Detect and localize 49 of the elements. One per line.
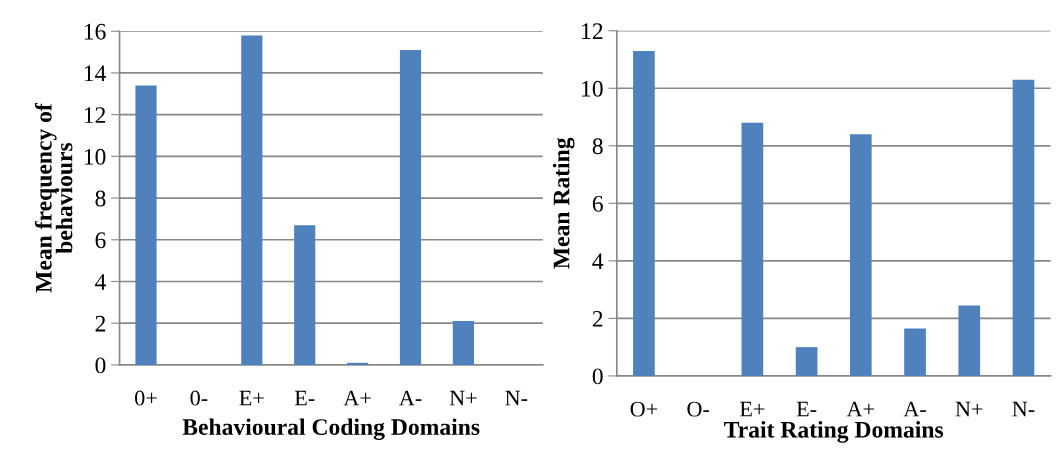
y-tick-label: 8 [95,190,106,207]
bar [294,225,316,365]
x-tick-label: N- [505,390,528,406]
bar [452,321,474,365]
y-tick-label: 14 [84,65,106,82]
x-tick-label: E+ [739,401,765,417]
y-tick-label: 2 [95,315,106,332]
bar [633,50,655,376]
bar [741,122,764,376]
x-tick-label: 0+ [135,390,157,406]
x-tick-label: O+ [630,401,658,417]
bar [849,134,872,376]
y-tick-label: 16 [84,23,106,40]
x-tick-label: N+ [955,401,983,417]
x-tick-label: A- [903,401,926,417]
bar [795,347,818,376]
bar [241,35,263,365]
y-tick-label: 12 [582,23,603,39]
y-tick-label: 10 [582,80,603,97]
x-tick-label: A+ [343,390,371,406]
y-tick-label: 4 [592,253,604,270]
x-tick-label: N- [1012,401,1035,417]
x-tick-label: N+ [449,390,477,406]
bar [904,328,926,376]
bar [1012,79,1035,376]
y-tick-label: 10 [84,148,106,165]
x-axis-title: Behavioural Coding Domains [182,418,480,440]
y-tick-label: 12 [84,107,106,123]
x-tick-label: E- [796,401,817,417]
y-tick-label: 0 [95,357,106,374]
x-tick-label: A+ [846,401,875,417]
bar [135,85,157,365]
bar [399,49,422,365]
y-tick-label: 0 [592,368,603,385]
y-tick-label: 6 [592,195,603,212]
y-tick-label: 4 [95,274,106,290]
x-tick-label: 0- [190,390,208,406]
y-axis-title: Mean Rating [552,137,575,269]
bar [347,362,369,365]
bar [958,305,981,376]
x-tick-label: O- [687,401,710,417]
y-tick-label: 8 [592,138,603,155]
y-tick-label: 6 [95,232,106,249]
x-tick-label: E- [294,390,315,406]
x-tick-label: A- [399,390,422,406]
x-tick-label: E+ [239,390,264,406]
x-axis-title: Trait Rating Domains [724,421,944,443]
y-axis-title: Mean frequency of behaviours [34,102,73,293]
y-tick-label: 2 [592,310,603,327]
